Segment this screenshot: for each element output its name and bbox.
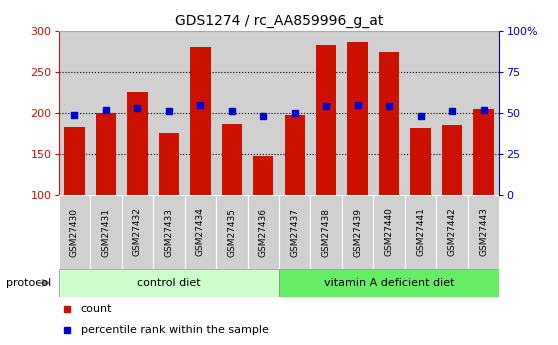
- Bar: [405, 31, 436, 195]
- FancyBboxPatch shape: [279, 269, 499, 297]
- Text: GSM27430: GSM27430: [70, 207, 79, 257]
- FancyBboxPatch shape: [342, 195, 373, 269]
- Bar: [248, 31, 279, 195]
- Bar: [436, 31, 468, 195]
- Text: GSM27442: GSM27442: [448, 208, 456, 256]
- FancyBboxPatch shape: [468, 195, 499, 269]
- Bar: [310, 31, 342, 195]
- Text: GSM27435: GSM27435: [227, 207, 236, 257]
- Text: GSM27437: GSM27437: [290, 207, 299, 257]
- Bar: [468, 31, 499, 195]
- FancyBboxPatch shape: [59, 195, 90, 269]
- Bar: [373, 31, 405, 195]
- Text: count: count: [80, 304, 112, 314]
- FancyBboxPatch shape: [185, 195, 216, 269]
- Bar: [122, 31, 153, 195]
- Bar: [216, 31, 248, 195]
- Bar: [468, 31, 499, 195]
- FancyBboxPatch shape: [436, 195, 468, 269]
- FancyBboxPatch shape: [279, 195, 310, 269]
- FancyBboxPatch shape: [310, 195, 342, 269]
- FancyBboxPatch shape: [373, 195, 405, 269]
- Text: GSM27433: GSM27433: [164, 207, 174, 257]
- Bar: [436, 31, 468, 195]
- FancyBboxPatch shape: [122, 195, 153, 269]
- FancyBboxPatch shape: [248, 195, 279, 269]
- Text: GSM27438: GSM27438: [322, 207, 331, 257]
- Bar: [158, 134, 179, 195]
- Text: vitamin A deficient diet: vitamin A deficient diet: [324, 278, 454, 288]
- Bar: [248, 31, 279, 195]
- Text: protocol: protocol: [6, 278, 51, 288]
- Bar: [185, 31, 216, 195]
- Bar: [279, 31, 310, 195]
- Text: percentile rank within the sample: percentile rank within the sample: [80, 325, 268, 335]
- FancyBboxPatch shape: [153, 195, 185, 269]
- Text: GSM27440: GSM27440: [384, 208, 394, 256]
- Bar: [64, 127, 85, 195]
- FancyBboxPatch shape: [405, 195, 436, 269]
- Bar: [190, 47, 210, 195]
- Bar: [90, 31, 122, 195]
- FancyBboxPatch shape: [216, 195, 248, 269]
- Bar: [279, 31, 310, 195]
- Bar: [316, 45, 336, 195]
- Bar: [59, 31, 90, 195]
- Bar: [153, 31, 185, 195]
- Bar: [285, 116, 305, 195]
- Bar: [348, 42, 368, 195]
- Text: GSM27434: GSM27434: [196, 208, 205, 256]
- Text: GSM27436: GSM27436: [259, 207, 268, 257]
- FancyBboxPatch shape: [90, 195, 122, 269]
- Bar: [253, 156, 273, 195]
- Bar: [411, 128, 431, 195]
- Bar: [95, 113, 116, 195]
- Bar: [473, 109, 494, 195]
- Bar: [90, 31, 122, 195]
- Bar: [59, 31, 90, 195]
- Bar: [127, 92, 147, 195]
- Text: control diet: control diet: [137, 278, 201, 288]
- Text: GSM27432: GSM27432: [133, 208, 142, 256]
- Bar: [216, 31, 248, 195]
- Bar: [153, 31, 185, 195]
- Text: GDS1274 / rc_AA859996_g_at: GDS1274 / rc_AA859996_g_at: [175, 14, 383, 28]
- Bar: [310, 31, 342, 195]
- Text: GSM27439: GSM27439: [353, 207, 362, 257]
- Text: GSM27443: GSM27443: [479, 208, 488, 256]
- Bar: [405, 31, 436, 195]
- Bar: [373, 31, 405, 195]
- Bar: [442, 125, 463, 195]
- Bar: [185, 31, 216, 195]
- FancyBboxPatch shape: [59, 269, 279, 297]
- Bar: [342, 31, 373, 195]
- Bar: [222, 125, 242, 195]
- Text: GSM27431: GSM27431: [102, 207, 110, 257]
- Text: GSM27441: GSM27441: [416, 208, 425, 256]
- Bar: [342, 31, 373, 195]
- Bar: [379, 51, 400, 195]
- Bar: [122, 31, 153, 195]
